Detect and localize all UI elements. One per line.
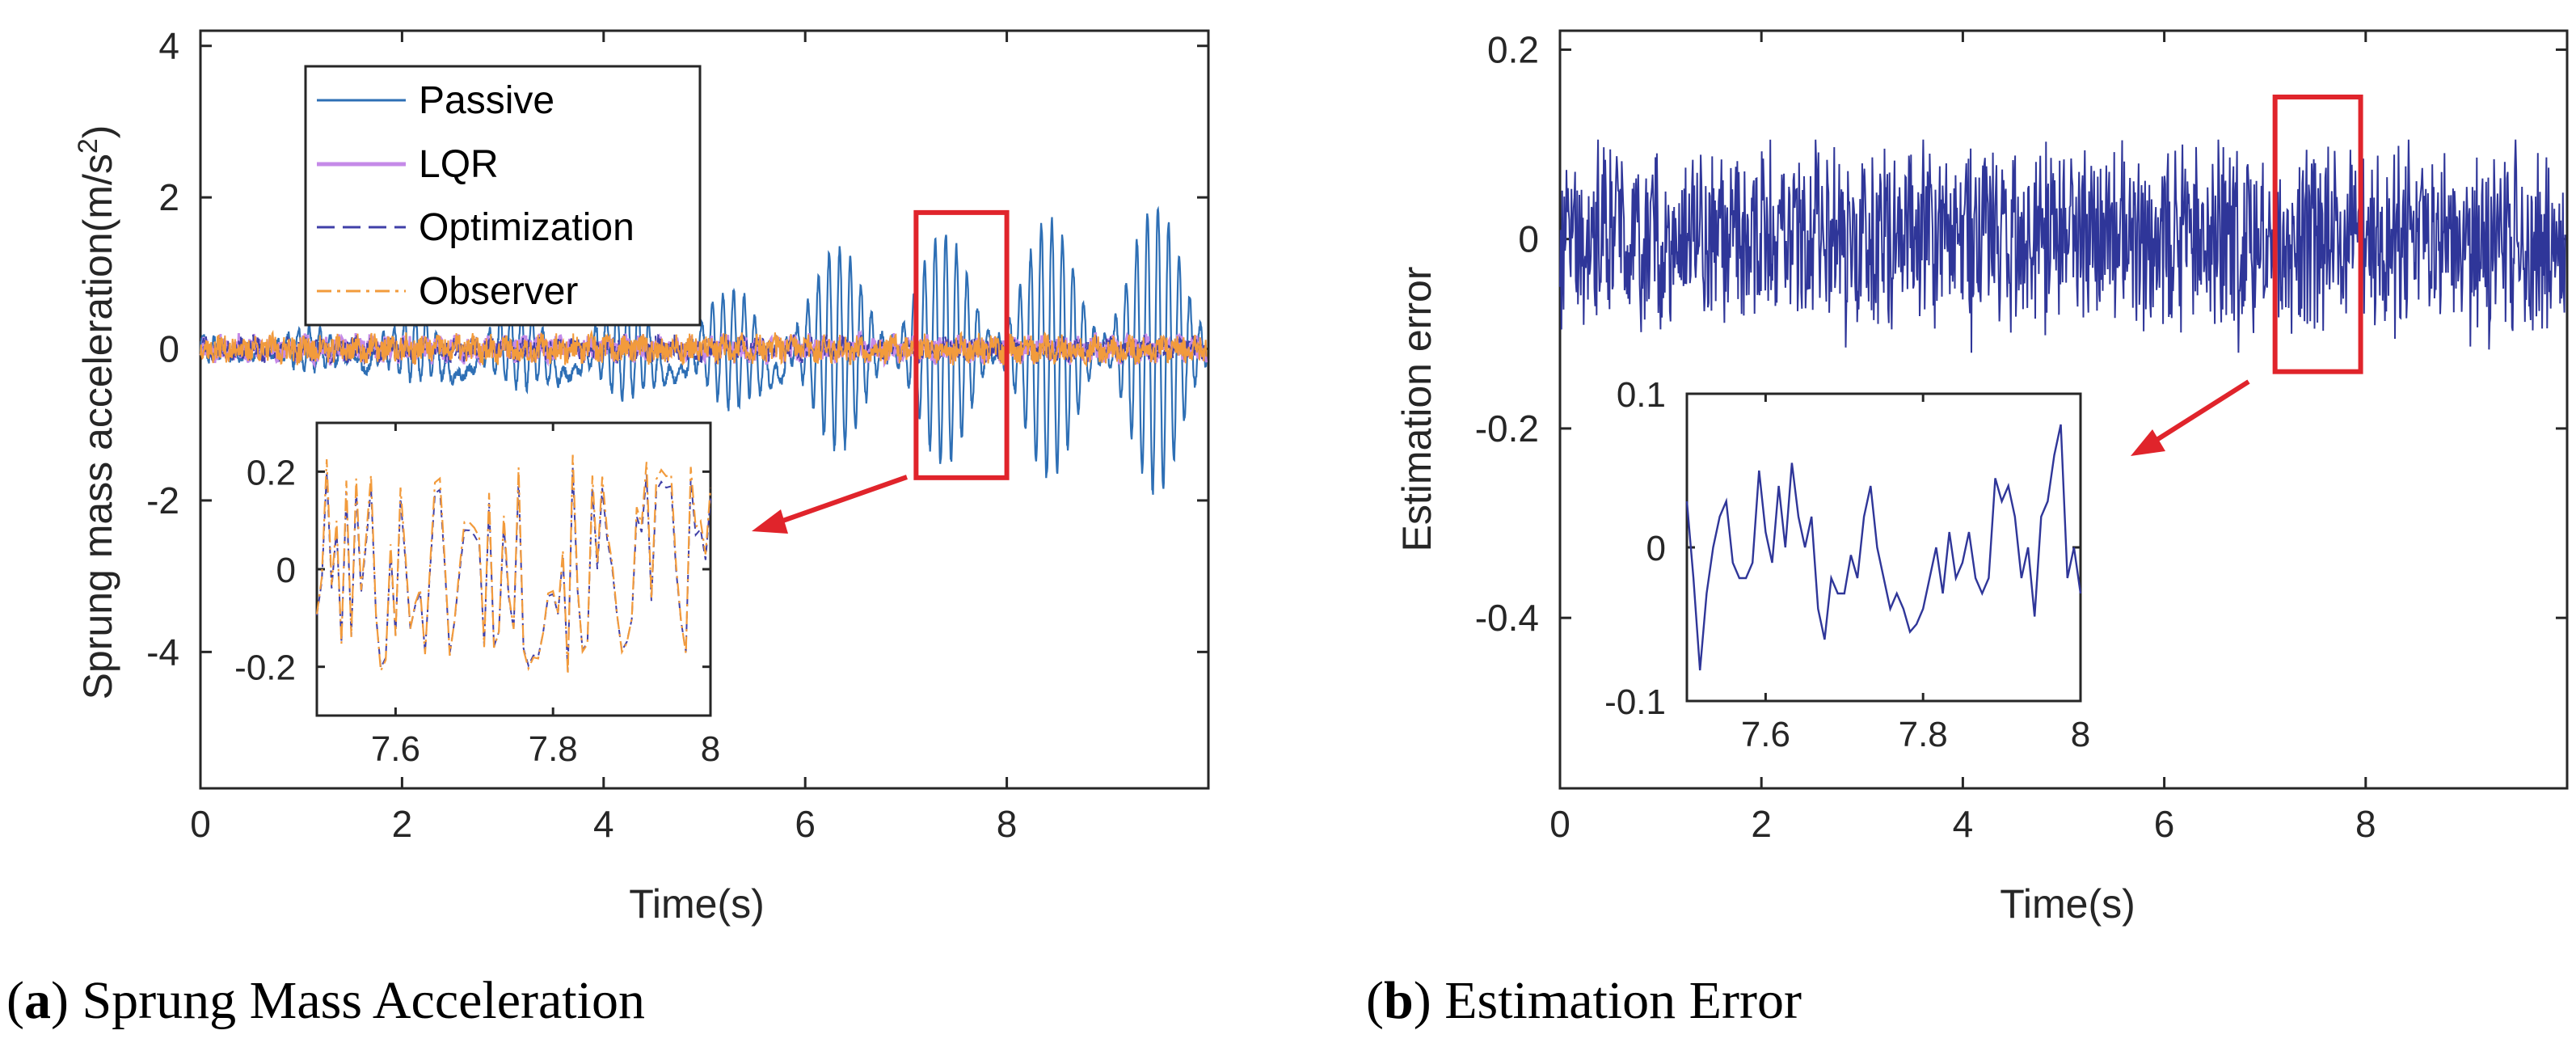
legend-entry-optimization: Optimization — [419, 206, 635, 249]
panel-b-inset-ticks: 7.6 7.8 8 0.1 0 -0.1 — [1604, 375, 2090, 754]
series-line-estimation-error — [1559, 139, 2566, 353]
y-tick-label: 0.1 — [1617, 375, 1666, 415]
series-line-observer — [200, 329, 1208, 368]
y-tick-label: -0.4 — [1475, 597, 1539, 639]
x-tick-label: 8 — [997, 803, 1018, 845]
panel-b-ticks: 0 2 4 6 8 0.2 0 -0.2 -0.4 — [1475, 28, 2567, 845]
panel-b-arrow — [2131, 379, 2250, 456]
y-tick-label: 0 — [276, 551, 296, 590]
x-tick-label: 8 — [2355, 803, 2376, 845]
y-tick-label: -2 — [146, 479, 179, 522]
arrow-shaft — [2150, 379, 2250, 446]
caption-b-text: Estimation Error — [1444, 971, 1802, 1030]
x-tick-label: 7.8 — [529, 729, 578, 769]
panel-b-series — [1559, 139, 2566, 353]
y-tick-label: 4 — [158, 25, 179, 67]
inset-line-observer — [315, 454, 712, 675]
y-tick-label: 0 — [158, 328, 179, 370]
arrow-head — [2131, 429, 2165, 456]
panel-b-highlight-box — [2272, 94, 2363, 374]
panel-b-y-axis-label: Estimation error — [1394, 267, 1440, 552]
panel-a-highlight-box — [913, 209, 1010, 480]
series-line-passive — [199, 205, 1208, 495]
x-tick-label: 0 — [1549, 803, 1570, 845]
panel-a-x-axis-label: Time(s) — [629, 881, 765, 927]
legend-entry-passive: Passive — [419, 79, 554, 122]
x-tick-label: 8 — [2071, 715, 2090, 754]
y-tick-label: 0 — [1518, 218, 1539, 260]
x-tick-label: 2 — [392, 803, 413, 845]
panel-a-inset-ticks: 7.6 7.8 8 0.2 0 -0.2 — [234, 423, 720, 769]
y-tick-label: 2 — [158, 176, 179, 218]
panel-a-inset: 7.6 7.8 8 0.2 0 -0.2 — [234, 421, 720, 769]
legend-frame — [304, 65, 702, 327]
inset-line-estimation-error — [1685, 424, 2082, 671]
panel-a-inset-frame — [315, 421, 712, 717]
y-tick-label: 0.2 — [1487, 28, 1539, 70]
x-tick-label: 7.6 — [1741, 715, 1790, 754]
panel-b-inset: 7.6 7.8 8 0.1 0 -0.1 — [1604, 375, 2090, 754]
x-tick-label: 6 — [795, 803, 816, 845]
x-tick-label: 4 — [1953, 803, 1974, 845]
panel-b-x-axis-label: Time(s) — [2000, 881, 2135, 927]
panel-a-series — [199, 205, 1208, 495]
arrow-shaft — [775, 475, 908, 526]
panel-a-arrow — [752, 475, 908, 534]
caption-a: (a) Sprung Mass Acceleration — [6, 971, 645, 1030]
panel-a-legend: Passive LQR Optimization Observer — [304, 65, 702, 327]
caption-b: (b) Estimation Error — [1366, 971, 1802, 1030]
y-tick-label: -0.2 — [1475, 408, 1539, 450]
x-tick-label: 0 — [190, 803, 211, 845]
panel-a-chart: 0 2 4 6 8 4 2 0 -2 -4 Passive LQR Optimization Ob… — [73, 25, 1210, 927]
x-tick-label: 7.6 — [371, 729, 420, 769]
x-tick-label: 2 — [1751, 803, 1772, 845]
legend-entry-observer: Observer — [419, 270, 578, 313]
x-tick-label: 4 — [593, 803, 614, 845]
x-tick-label: 8 — [701, 729, 720, 769]
arrow-head — [752, 509, 788, 534]
y-tick-label: 0 — [1646, 529, 1666, 568]
y-tick-label: 0.2 — [247, 453, 296, 492]
y-tick-label: -4 — [146, 631, 179, 673]
panel-b-inset-frame — [1685, 392, 2082, 703]
caption-b-letter: b — [1383, 971, 1414, 1030]
y-tick-label: -0.2 — [234, 648, 296, 688]
panel-a-ticks: 0 2 4 6 8 4 2 0 -2 -4 — [146, 25, 1208, 845]
y-tick-label: -0.1 — [1604, 682, 1666, 722]
x-tick-label: 7.8 — [1899, 715, 1948, 754]
x-tick-label: 6 — [2154, 803, 2175, 845]
panel-b-chart: 0 2 4 6 8 0.2 0 -0.2 -0.4 7.6 7.8 8 0.1 0 -0.1 Time(s… — [1394, 28, 2569, 927]
caption-a-text: Sprung Mass Acceleration — [82, 971, 645, 1030]
panel-a-inset-series — [315, 454, 712, 675]
panel-b-inset-series — [1685, 424, 2082, 671]
panel-a-y-axis-label: Sprung mass acceleration(m/s2) — [73, 125, 120, 700]
caption-a-letter: a — [23, 971, 51, 1030]
legend-entry-lqr: LQR — [419, 143, 499, 186]
